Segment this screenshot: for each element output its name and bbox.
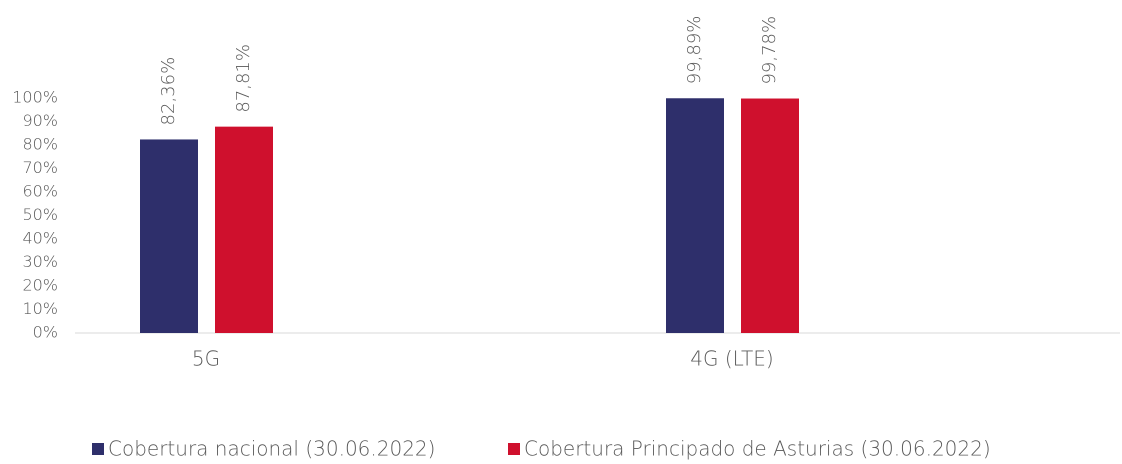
bar: [741, 98, 799, 333]
bar: [215, 126, 273, 333]
y-tick-label: 50%: [22, 205, 58, 224]
bar: [140, 139, 198, 333]
y-tick-label: 10%: [22, 299, 58, 318]
y-tick-label: 0%: [33, 323, 58, 342]
x-tick-label: 5G: [192, 347, 220, 371]
data-label: 87,81%: [233, 44, 254, 113]
legend-label: Cobertura Principado de Asturias (30.06.…: [524, 437, 991, 461]
y-tick-label: 80%: [22, 135, 58, 154]
legend-label: Cobertura nacional (30.06.2022): [108, 437, 435, 461]
y-tick-label: 90%: [22, 111, 58, 130]
y-tick-label: 20%: [22, 276, 58, 295]
y-tick-label: 60%: [22, 182, 58, 201]
y-tick-label: 30%: [22, 252, 58, 271]
legend-swatch: [92, 443, 104, 455]
data-label: 82,36%: [158, 57, 179, 126]
y-tick-label: 100%: [12, 88, 58, 107]
bar: [666, 98, 724, 333]
y-tick-label: 40%: [22, 229, 58, 248]
data-label: 99,78%: [759, 16, 780, 85]
data-label: 99,89%: [684, 16, 705, 85]
y-tick-label: 70%: [22, 158, 58, 177]
legend-swatch: [508, 443, 520, 455]
x-tick-label: 4G (LTE): [690, 347, 773, 371]
